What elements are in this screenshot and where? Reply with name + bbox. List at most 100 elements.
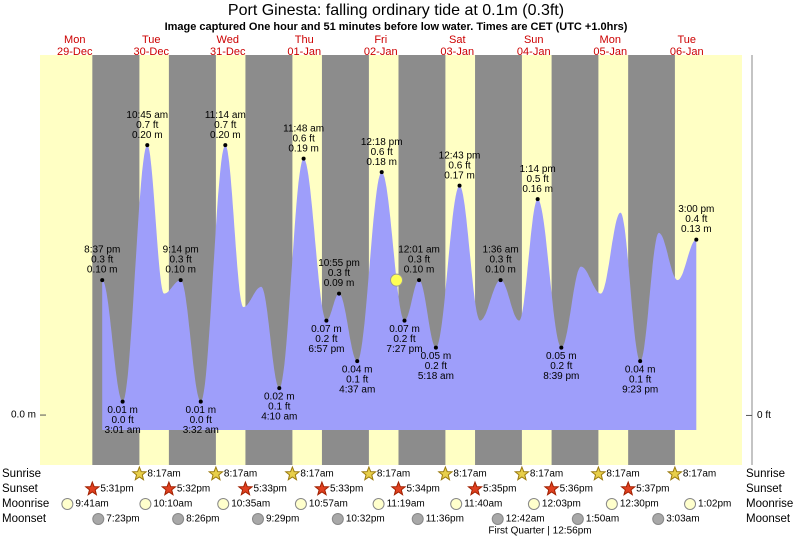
day-date: 03-Jan [440, 46, 474, 58]
extreme-ft: 0.3 ft [91, 255, 113, 266]
extreme-time: 11:14 am [205, 110, 246, 121]
extreme-value-label: 0.20 m [132, 130, 163, 141]
extreme-time: 3:32 am [183, 425, 219, 436]
extreme-ft: 0.3 ft [170, 255, 192, 266]
extreme-value-label: 0.10 m [485, 265, 516, 276]
extreme-point [638, 359, 643, 364]
sunrise-time: 8:17am [300, 469, 333, 480]
extreme-time: 10:45 am [126, 110, 168, 121]
extreme-ft: 0.2 ft [550, 361, 572, 372]
extreme-point [145, 143, 150, 148]
sunrise-time: 8:17am [453, 469, 486, 480]
extreme-ft: 0.1 ft [629, 375, 651, 386]
sunset-time: 5:33pm [330, 484, 363, 495]
extreme-time: 11:48 am [283, 123, 324, 134]
moonset-icon [411, 513, 424, 525]
day-date: 01-Jan [287, 46, 321, 58]
sunset-time: 5:36pm [560, 484, 593, 495]
sunrise-time: 8:17am [530, 469, 563, 480]
moonset-time: 8:26pm [186, 514, 219, 525]
moonset-icon [251, 513, 264, 525]
sunrise-time: 8:17am [683, 469, 716, 480]
extreme-value-label: 0.05 m [421, 351, 452, 362]
extreme-value-label: 0.02 m [264, 392, 295, 403]
moonset-time: 1:50am [586, 514, 619, 525]
day-name: Mon [600, 34, 621, 46]
extreme-time: 3:01 am [105, 425, 141, 436]
extreme-value-label: 0.20 m [210, 130, 241, 141]
moonrise-icon [61, 498, 74, 510]
moonrise-time: 11:19am [387, 499, 425, 510]
star-icon [207, 465, 224, 481]
sunrise-time: 8:17am [606, 469, 639, 480]
extreme-ft: 0.6 ft [371, 147, 393, 158]
star-icon [131, 465, 148, 481]
sunset-time: 5:31pm [100, 484, 133, 495]
moonset-icon [172, 513, 185, 525]
star-icon [437, 465, 454, 481]
extreme-ft: 0.3 ft [489, 255, 511, 266]
extreme-point [498, 278, 503, 283]
extreme-point [417, 278, 422, 283]
moonrise-icon [684, 498, 697, 510]
extreme-ft: 0.0 ft [111, 415, 133, 426]
star-icon [467, 480, 484, 496]
extreme-point [355, 359, 360, 364]
extreme-value-label: 0.07 m [311, 324, 342, 335]
row-label: Moonset [2, 513, 47, 525]
row-label: Sunset [2, 483, 39, 495]
extreme-time: 8:39 pm [543, 371, 579, 382]
moonrise-time: 10:35am [231, 499, 270, 510]
extreme-ft: 0.7 ft [214, 120, 236, 131]
moonrise-time: 1:02pm [698, 499, 731, 510]
extreme-value-label: 0.19 m [288, 143, 319, 154]
extreme-ft: 0.3 ft [328, 268, 350, 279]
extreme-point [198, 399, 203, 404]
extreme-point [100, 278, 105, 283]
extreme-value-label: 0.05 m [546, 351, 577, 362]
row-label: Moonrise [2, 498, 49, 510]
moonset-time: 12:42am [506, 514, 545, 525]
sunrise-time: 8:17am [377, 469, 410, 480]
extreme-ft: 0.6 ft [448, 160, 470, 171]
extreme-value-label: 0.13 m [681, 224, 712, 235]
extreme-point [337, 291, 342, 296]
day-name: Tue [142, 34, 161, 46]
row-label: Sunrise [746, 468, 785, 480]
extreme-point [120, 399, 125, 404]
extreme-ft: 0.7 ft [136, 120, 158, 131]
extreme-ft: 0.2 ft [393, 334, 415, 345]
star-icon [620, 480, 637, 496]
moonrise-icon [294, 498, 307, 510]
extreme-point [277, 386, 282, 391]
moonrise-time: 10:57am [309, 499, 348, 510]
moonrise-time: 12:30pm [620, 499, 659, 510]
tide-area [102, 145, 697, 430]
y2-tick-label: 0 ft [757, 410, 771, 421]
extreme-ft: 0.6 ft [292, 133, 314, 144]
sunrise-time: 8:17am [147, 469, 180, 480]
moonset-time: 9:29pm [266, 514, 299, 525]
extreme-ft: 0.3 ft [408, 255, 430, 266]
day-date: 30-Dec [134, 46, 170, 58]
day-name: Fri [374, 34, 387, 46]
extreme-time: 10:55 pm [318, 258, 360, 269]
extreme-time: 12:43 pm [439, 150, 481, 161]
row-label: Sunset [746, 483, 783, 495]
star-icon [237, 480, 254, 496]
chart-subtitle: Image captured One hour and 51 minutes b… [165, 21, 628, 33]
moonset-icon [491, 513, 504, 525]
extreme-time: 8:37 pm [84, 245, 120, 256]
moonset-icon [652, 513, 665, 525]
day-name: Sun [524, 34, 544, 46]
extreme-value-label: 0.17 m [444, 170, 475, 181]
moonrise-time: 11:40am [464, 499, 502, 510]
extreme-time: 5:18 am [418, 371, 454, 382]
extreme-point [223, 143, 228, 148]
extreme-point [433, 345, 438, 350]
extreme-time: 1:36 am [483, 245, 519, 256]
star-icon [513, 465, 530, 481]
day-date: 06-Jan [670, 46, 704, 58]
extreme-value-label: 0.16 m [522, 184, 553, 195]
